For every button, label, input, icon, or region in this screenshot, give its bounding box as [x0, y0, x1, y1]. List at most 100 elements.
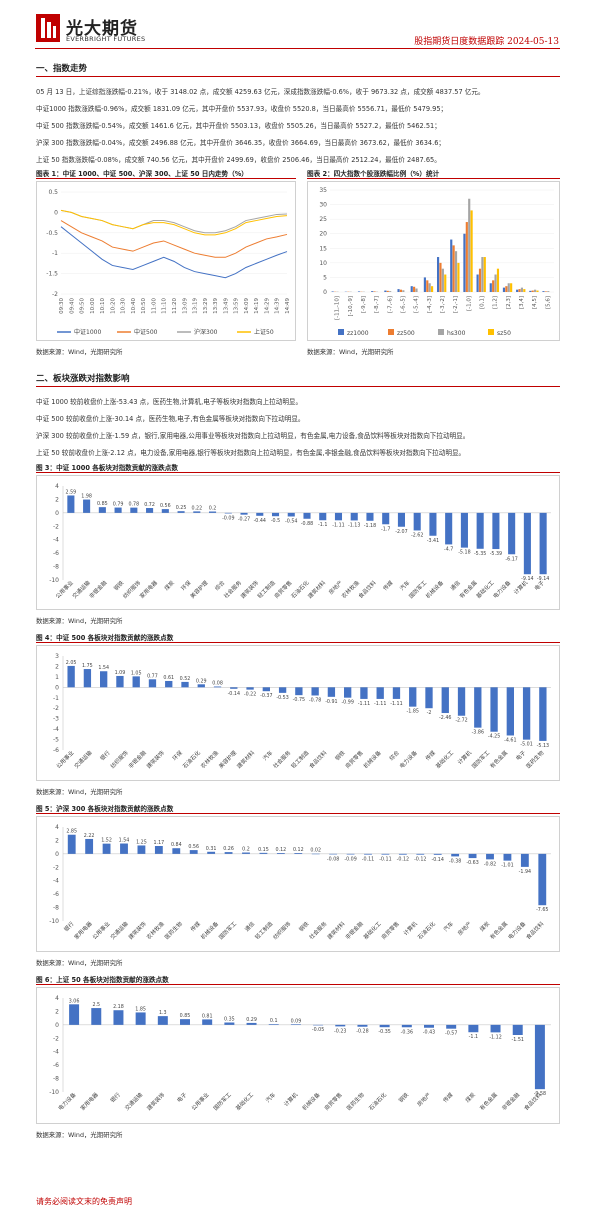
- bar: [276, 853, 285, 854]
- bar: [544, 291, 547, 292]
- bar: [294, 853, 303, 854]
- x-tick-label: 建筑材料: [235, 748, 257, 770]
- bar: [470, 210, 473, 292]
- x-tick-label: 建筑装饰: [145, 1090, 167, 1112]
- bar: [547, 291, 550, 292]
- data-label: -0.14: [228, 691, 240, 697]
- logo-english: EVERBRIGHT FUTURES: [66, 35, 146, 43]
- bar: [113, 1010, 124, 1025]
- x-tick-label: 13:09: [182, 298, 188, 314]
- data-label: 0.56: [160, 503, 171, 509]
- bar: [303, 512, 311, 519]
- x-tick-label: 电力设备: [506, 919, 528, 941]
- bar: [520, 287, 523, 292]
- y-tick-label: 0: [323, 289, 327, 296]
- data-label: 0.29: [196, 678, 207, 684]
- y-tick-label: 1: [55, 674, 59, 681]
- x-tick-label: 商贸零售: [380, 920, 401, 941]
- data-label: -1.94: [519, 869, 531, 875]
- bar: [522, 687, 531, 740]
- data-label: -9.58: [534, 1091, 546, 1097]
- bar: [230, 687, 238, 689]
- section-title-index-trend: 一、指数走势: [36, 64, 88, 74]
- x-tick-label: 电力设备: [56, 1090, 78, 1112]
- bar: [295, 687, 303, 696]
- x-tick-label: 汽车: [398, 578, 412, 592]
- bar: [290, 1024, 301, 1025]
- x-tick-label: 纺织服饰: [271, 919, 293, 941]
- bar: [489, 283, 492, 292]
- y-tick-label: 30: [319, 202, 327, 209]
- figure-title: 图 5：沪深 300 各板块对指数贡献的涨跌点数: [36, 805, 174, 813]
- bar: [197, 684, 205, 688]
- data-label: 3.06: [69, 998, 80, 1004]
- chart-sector-zz1000: 4 2 0 -2 -4 -6 -8 -10 2.59 1.98 0.85 0.79 0.78 0.72 0.…: [36, 475, 560, 610]
- bar: [433, 853, 442, 855]
- bar: [224, 512, 232, 514]
- bar: [357, 291, 361, 292]
- bar: [242, 852, 250, 854]
- y-tick-label: -2: [52, 291, 58, 298]
- x-tick-label: 煤炭: [463, 1090, 477, 1104]
- data-label: -0.43: [423, 1030, 435, 1036]
- header-divider: [35, 48, 560, 49]
- chart-sector-sz50: 4 2 0 -2 -4 -6 -8 -10 3.06 2.5 2.18 1.85 1.3 0.85 0.81…: [36, 987, 560, 1124]
- bar: [386, 290, 389, 292]
- x-tick-label: 09:40: [69, 298, 75, 314]
- figure-title: 图 4：中证 500 各板块对指数贡献的涨跌点数: [36, 634, 174, 642]
- x-tick-label: 传媒: [189, 919, 203, 933]
- data-label: 0.81: [202, 1013, 213, 1019]
- x-tick-label: 综合: [213, 578, 227, 592]
- bar: [539, 512, 547, 575]
- y-tick-label: -4: [53, 726, 59, 733]
- bar: [460, 512, 468, 548]
- x-tick-label: 11:20: [172, 298, 178, 314]
- x-tick-label: 食品饮料: [307, 748, 329, 770]
- bar: [518, 289, 521, 292]
- bar: [536, 290, 539, 292]
- bar: [446, 1024, 457, 1029]
- y-tick-label: -3: [53, 716, 59, 723]
- data-label: -1.01: [501, 863, 513, 869]
- x-tick-label: 机械设备: [424, 578, 446, 600]
- report-title: 股指期货日度数据跟踪 2024-05-13: [414, 37, 559, 47]
- bar: [424, 1024, 434, 1028]
- y-tick-label: -6: [53, 747, 59, 754]
- data-label: -7.65: [536, 907, 548, 913]
- bar: [83, 499, 91, 513]
- bar: [382, 512, 390, 525]
- data-label: 0.2: [209, 506, 217, 512]
- y-tick-label: 20: [319, 231, 327, 238]
- bar: [423, 277, 426, 292]
- bar-chart: 4 2 0 -2 -4 -6 -8 -10 2.59 1.98 0.85 0.79 0.78 0.72 0.…: [49, 483, 551, 600]
- data-label: -1.11: [374, 701, 386, 707]
- x-tick-label: 综合: [387, 748, 401, 762]
- bar: [161, 509, 169, 513]
- y-tick-label: -6: [53, 1062, 59, 1069]
- x-tick-label: [-6,-5]: [400, 296, 406, 313]
- bar: [120, 843, 128, 854]
- y-tick-label: 2: [55, 837, 59, 844]
- x-tick-label: 建筑材料: [306, 578, 328, 600]
- data-label: -0.53: [276, 695, 288, 701]
- bar: [209, 511, 217, 513]
- x-tick-label: 基础化工: [361, 919, 383, 941]
- bar: [259, 852, 268, 854]
- data-label: -0.38: [449, 858, 461, 864]
- y-tick-label: 15: [319, 245, 327, 252]
- bar: [364, 853, 372, 855]
- data-label: -2.62: [411, 532, 423, 538]
- data-label: -2.07: [395, 529, 407, 535]
- x-tick-label: 电子: [175, 1090, 189, 1104]
- bar: [457, 262, 460, 292]
- x-tick-label: 10:50: [141, 298, 147, 314]
- source-note: 数据来源：Wind，光期研究所: [36, 617, 123, 625]
- data-label: -0.14: [432, 857, 444, 863]
- x-tick-label: 公用事业: [90, 919, 112, 941]
- bar: [398, 853, 407, 855]
- bar: [506, 687, 514, 736]
- bar: [271, 512, 280, 517]
- bar: [452, 245, 455, 292]
- bar: [505, 286, 508, 292]
- legend-label: 中证1000: [74, 328, 101, 336]
